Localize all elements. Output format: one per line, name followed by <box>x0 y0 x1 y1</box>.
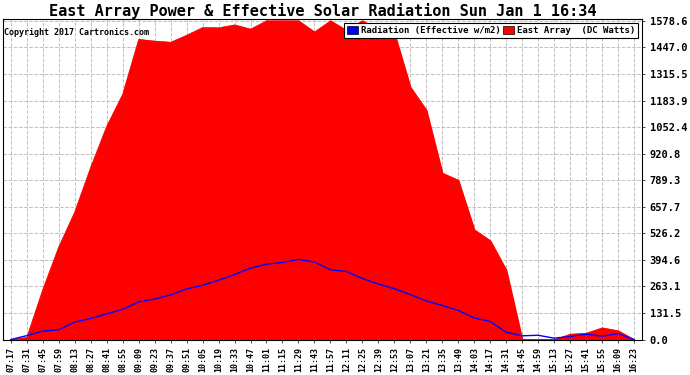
Legend: Radiation (Effective w/m2), East Array  (DC Watts): Radiation (Effective w/m2), East Array (… <box>344 23 638 38</box>
Text: Copyright 2017 Cartronics.com: Copyright 2017 Cartronics.com <box>4 28 149 38</box>
Title: East Array Power & Effective Solar Radiation Sun Jan 1 16:34: East Array Power & Effective Solar Radia… <box>49 3 596 19</box>
